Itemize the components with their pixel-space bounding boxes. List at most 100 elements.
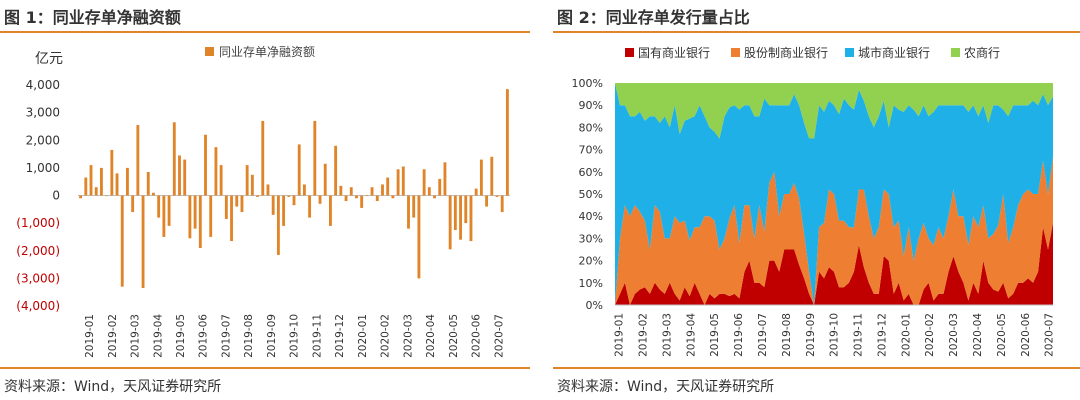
bar bbox=[105, 195, 109, 197]
bar bbox=[240, 195, 244, 213]
bar bbox=[126, 167, 129, 196]
bar bbox=[219, 165, 223, 196]
bar bbox=[271, 195, 275, 215]
x-tick-label: 2019-08 bbox=[781, 313, 793, 357]
bar bbox=[256, 195, 259, 197]
figure-1-title: 图 1：同业存单净融资额 bbox=[4, 8, 181, 27]
bar bbox=[365, 195, 369, 197]
y-tick-label: (3,000) bbox=[16, 271, 60, 285]
legend-swatch bbox=[205, 47, 214, 56]
bar bbox=[349, 187, 353, 196]
bar bbox=[266, 184, 270, 196]
bar bbox=[146, 172, 150, 196]
bar bbox=[407, 195, 410, 229]
bar bbox=[261, 120, 265, 196]
bar bbox=[453, 195, 457, 231]
bar bbox=[79, 195, 83, 199]
x-tick-label: 2020-05 bbox=[448, 314, 460, 358]
legend-label: 城市商业银行 bbox=[858, 45, 930, 60]
bar bbox=[334, 145, 338, 196]
x-tick-label: 2019-07 bbox=[220, 314, 232, 358]
bar bbox=[120, 195, 124, 287]
bar bbox=[396, 169, 400, 196]
bar bbox=[422, 169, 426, 196]
x-tick-label: 2020-02 bbox=[924, 313, 936, 357]
bar bbox=[318, 195, 322, 204]
bar bbox=[292, 195, 296, 206]
x-tick-label: 2020-02 bbox=[380, 314, 392, 358]
x-tick-label: 2020-01 bbox=[900, 313, 912, 357]
y-axis-label: 亿元 bbox=[35, 51, 63, 67]
bar bbox=[162, 195, 166, 237]
bar bbox=[245, 165, 249, 196]
bar bbox=[495, 195, 499, 197]
bar bbox=[99, 167, 103, 196]
x-tick-label: 2019-11 bbox=[853, 313, 865, 357]
figure-2-bottom-rule bbox=[553, 367, 1080, 369]
bar bbox=[355, 195, 358, 199]
bar bbox=[282, 195, 286, 226]
bar bbox=[167, 195, 171, 226]
bar bbox=[157, 195, 161, 218]
x-tick-label: 2020-07 bbox=[493, 314, 505, 358]
bar bbox=[500, 195, 504, 213]
bar bbox=[188, 195, 192, 239]
y-tick-label: 40% bbox=[579, 210, 603, 223]
figure-1-bottom-rule bbox=[0, 367, 530, 369]
x-tick-label: 2019-09 bbox=[805, 313, 817, 357]
figure-2-panel: 图 2：同业存单发行量占比 国有商业银行 股份制商业银行 城市商业银行 农商行 100%… bbox=[553, 0, 1080, 400]
bar bbox=[344, 195, 348, 202]
issuance-share-area-chart: 国有商业银行 股份制商业银行 城市商业银行 农商行 100% 90% 80% 70% 60% 50… bbox=[572, 45, 1056, 357]
bar bbox=[459, 195, 462, 240]
y-tick-label: (1,000) bbox=[16, 216, 60, 230]
y-tick-label: (4,000) bbox=[16, 299, 60, 313]
figure-2-title: 图 2：同业存单发行量占比 bbox=[557, 8, 750, 27]
x-tick-label: 2019-06 bbox=[733, 313, 745, 357]
bar bbox=[178, 155, 181, 196]
legend-label: 股份制商业银行 bbox=[744, 45, 828, 60]
bar bbox=[152, 192, 155, 196]
x-tick-label: 2019-09 bbox=[266, 314, 278, 358]
legend-swatch bbox=[951, 48, 960, 57]
bar bbox=[360, 195, 364, 208]
bar bbox=[89, 165, 93, 196]
x-tick-label: 2019-04 bbox=[685, 313, 697, 357]
bar bbox=[401, 166, 405, 196]
bar bbox=[323, 163, 327, 196]
bar bbox=[438, 178, 442, 196]
bar bbox=[115, 173, 119, 196]
x-tick-label: 2019-10 bbox=[289, 314, 301, 358]
bar bbox=[287, 195, 291, 197]
x-tick-label: 2019-06 bbox=[198, 314, 210, 358]
bar bbox=[339, 185, 343, 196]
bar bbox=[433, 195, 436, 199]
bar bbox=[224, 195, 228, 219]
area-3 bbox=[615, 83, 1053, 305]
x-tick-label: 2019-05 bbox=[175, 314, 187, 358]
y-tick-label: 90% bbox=[579, 99, 603, 112]
bar bbox=[136, 125, 140, 196]
bar bbox=[464, 195, 468, 224]
legend-swatch bbox=[731, 48, 740, 57]
net-financing-bar-chart: 同业存单净融资额 亿元 4,000 3,000 2,000 1,000 0 (1,000) (2… bbox=[16, 45, 510, 358]
y-tick-label: 0% bbox=[586, 299, 603, 312]
area-4 bbox=[615, 83, 1053, 139]
x-tick-label: 2019-11 bbox=[311, 314, 323, 358]
bar bbox=[443, 162, 447, 196]
legend-label: 农商行 bbox=[964, 45, 1000, 60]
bar bbox=[505, 89, 509, 196]
y-tick-label: 2,000 bbox=[26, 133, 60, 147]
x-tick-label: 2020-07 bbox=[1044, 313, 1056, 357]
area-2 bbox=[615, 156, 1053, 305]
x-tick-label: 2019-02 bbox=[107, 314, 119, 358]
bar bbox=[386, 177, 390, 196]
x-tick-label: 2020-03 bbox=[402, 314, 414, 358]
x-tick-label: 2020-06 bbox=[471, 314, 483, 358]
x-tick-label: 2019-05 bbox=[709, 313, 721, 357]
bar bbox=[297, 144, 301, 196]
bar bbox=[172, 122, 176, 196]
legend-swatch bbox=[845, 48, 854, 57]
bar bbox=[110, 149, 114, 196]
y-tick-label: 30% bbox=[579, 232, 603, 245]
x-tick-label: 2019-08 bbox=[243, 314, 255, 358]
